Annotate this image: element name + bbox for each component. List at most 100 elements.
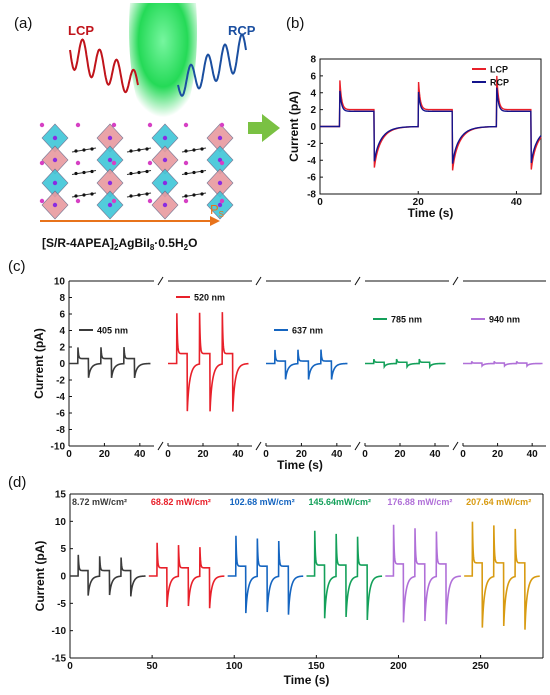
carbon-atom	[129, 194, 133, 198]
series-line-rcp	[320, 87, 542, 164]
y-tick-label: -4	[56, 392, 65, 403]
y-tick-label: 5	[60, 544, 66, 555]
metal-atom	[107, 135, 113, 141]
x-tick-label: 0	[66, 449, 72, 460]
carbon-atom	[82, 193, 86, 197]
series-line	[227, 535, 304, 615]
x-tick-label: 40	[331, 449, 343, 460]
series-line	[69, 347, 151, 379]
y-tick-label: -2	[56, 376, 65, 387]
carbon-atom	[129, 149, 133, 153]
panel-a-schematic: (a) LCP RCP PS [S/R-4APEA]2AgBiI8·0.5H2O	[14, 3, 280, 252]
iodine-atom	[147, 160, 153, 166]
y-tick-label: 8	[59, 293, 65, 304]
y-axis-label: Current (pA)	[32, 328, 46, 399]
y-tick-label: -6	[56, 409, 65, 420]
metal-atom	[52, 135, 58, 141]
carbon-atom	[129, 171, 133, 176]
metal-atom	[217, 135, 223, 141]
metal-atom	[52, 157, 58, 163]
y-tick-label: 4	[310, 88, 316, 99]
y-tick-label: 0	[59, 359, 65, 370]
lcp-wave	[69, 38, 139, 94]
iodine-atom	[219, 198, 225, 204]
carbon-atom	[137, 148, 141, 152]
carbon-atom	[74, 171, 78, 176]
crystal-structure	[39, 122, 234, 220]
metal-atom	[107, 157, 113, 163]
series-line	[385, 524, 461, 625]
series-line	[306, 530, 383, 621]
y-tick-label: -15	[52, 654, 67, 665]
x-tick-label: 0	[67, 661, 73, 672]
y-axis-label: Current (pA)	[287, 91, 301, 162]
x-tick-label: 0	[165, 449, 171, 460]
iodine-atom	[39, 198, 45, 204]
metal-atom	[162, 157, 168, 163]
carbon-atom	[74, 194, 78, 198]
legend-label: 405 nm	[97, 326, 128, 336]
carbon-atom	[145, 147, 149, 151]
y-tick-label: 8	[310, 55, 316, 66]
x-tick-label: 40	[429, 449, 441, 460]
series-line	[463, 361, 543, 368]
y-tick-label: -4	[307, 156, 316, 167]
series-line-lcp	[320, 75, 542, 171]
iodine-atom	[75, 160, 81, 166]
carbon-atom	[192, 193, 196, 197]
y-tick-label: 6	[310, 71, 316, 82]
carbon-atom	[82, 148, 86, 152]
carbon-atom	[184, 149, 188, 153]
intensity-label: 102.68 mW/cm²	[230, 497, 295, 507]
iodine-atom	[147, 198, 153, 204]
carbon-atom	[145, 169, 149, 174]
x-tick-label: 20	[492, 449, 504, 460]
x-tick-label: 0	[263, 449, 269, 460]
legend-label: 637 nm	[292, 326, 323, 336]
iodine-atom	[39, 160, 45, 166]
iodine-atom	[219, 122, 225, 128]
x-tick-label: 250	[472, 661, 489, 672]
iodine-atom	[183, 198, 189, 204]
carbon-atom	[90, 147, 94, 151]
x-tick-label: 200	[390, 661, 407, 672]
axis-break-mark	[157, 441, 164, 451]
x-axis-label: Time (s)	[284, 673, 330, 687]
legend-label: RCP	[490, 78, 509, 88]
carbon-atom	[137, 193, 141, 197]
y-tick-label: -5	[57, 599, 66, 610]
iodine-atom	[183, 122, 189, 128]
x-tick-label: 20	[296, 449, 308, 460]
x-tick-label: 0	[460, 449, 466, 460]
axis-break-mark	[452, 276, 459, 286]
y-tick-label: 0	[60, 572, 66, 583]
x-tick-label: 20	[413, 197, 425, 208]
carbon-atom	[184, 171, 188, 176]
legend-label: 520 nm	[194, 293, 225, 303]
y-tick-label: 10	[54, 277, 66, 288]
y-tick-label: 4	[59, 326, 65, 337]
y-tick-label: 10	[55, 517, 67, 528]
panel-label-a: (a)	[14, 15, 32, 32]
y-tick-label: -10	[51, 442, 66, 453]
carbon-atom	[200, 192, 204, 196]
x-tick-label: 40	[134, 449, 146, 460]
carbon-atom	[82, 170, 86, 175]
y-tick-label: -6	[307, 173, 316, 184]
x-tick-label: 40	[511, 197, 523, 208]
x-tick-label: 40	[527, 449, 539, 460]
axis-break-mark	[354, 276, 361, 286]
intensity-label: 207.64 mW/cm²	[466, 497, 531, 507]
metal-atom	[52, 202, 58, 208]
panel-label-c: (c)	[8, 258, 26, 275]
metal-atom	[107, 202, 113, 208]
chart-c: -10 -8 -6 -4 -2 0 2 4 6 8 10 Current (pA) 0 20 40 405 n…	[32, 276, 546, 472]
ps-label: PS	[210, 202, 224, 219]
carbon-atom	[192, 170, 196, 175]
y-axis-label: Current (pA)	[33, 541, 47, 612]
carbon-atom	[184, 194, 188, 198]
legend-label: 940 nm	[489, 315, 520, 325]
series-line	[365, 358, 446, 370]
axis-break-mark	[255, 441, 262, 451]
